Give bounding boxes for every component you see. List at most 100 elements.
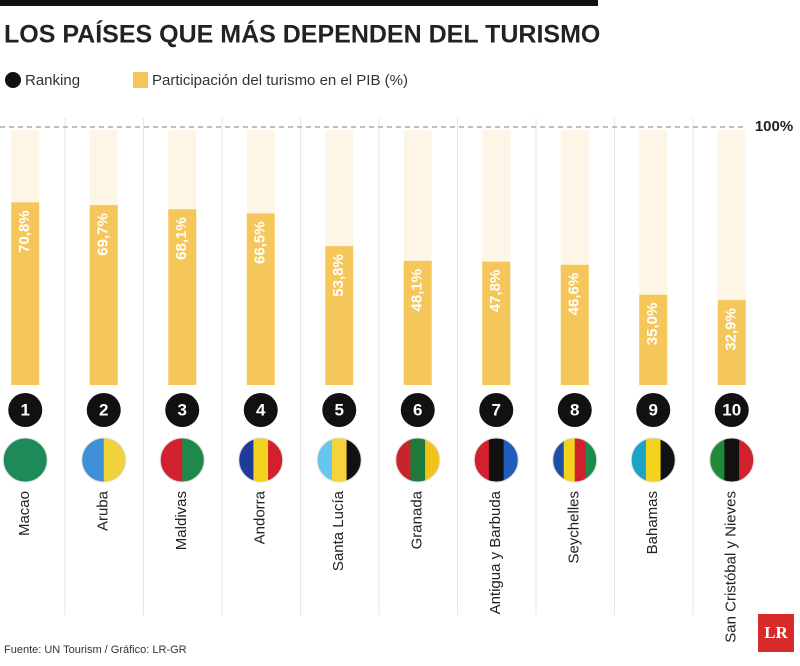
flag-stripe (253, 438, 269, 482)
bar (246, 213, 275, 385)
flag-rim (709, 437, 755, 483)
rank-badge (636, 393, 671, 427)
value-label: 68,1% (173, 217, 190, 260)
rank-label: 5 (335, 400, 344, 419)
flag-stripe (410, 438, 426, 482)
bar (560, 264, 589, 385)
flag (160, 438, 205, 482)
value-label: 66,5% (252, 221, 269, 264)
flag-stripe (724, 438, 740, 482)
title-rule (0, 0, 598, 6)
flag-stripe (552, 438, 565, 482)
flag-rim (473, 437, 519, 483)
bar (717, 300, 746, 385)
legend-swatch (133, 72, 148, 88)
value-label: 48,1% (409, 269, 426, 312)
rank-label: 2 (99, 400, 108, 419)
rank-badge (243, 393, 278, 427)
flag-stripe (395, 438, 411, 482)
bar (168, 209, 197, 385)
flag-rim (630, 437, 676, 483)
x-tick-label: Maldivas (173, 491, 190, 550)
flag-stripe (660, 438, 676, 482)
rank-badge (86, 393, 121, 427)
flag-stripe (346, 438, 362, 482)
flag (395, 438, 440, 482)
x-tick-label: San Cristóbal y Nieves (723, 491, 740, 643)
flag-stripe (317, 438, 333, 482)
flag-stripe (103, 438, 126, 482)
bar (639, 294, 668, 385)
logo: LR (764, 623, 788, 642)
rank-label: 7 (492, 400, 501, 419)
x-tick-label: Andorra (252, 490, 269, 544)
rank-badge (557, 393, 592, 427)
x-tick-label: Granada (409, 490, 426, 549)
flag (317, 438, 362, 482)
flag-rim (552, 437, 598, 483)
flag-stripe (81, 438, 105, 482)
flag (81, 438, 126, 482)
x-tick-label: Macao (16, 491, 33, 536)
flag-stripe (739, 438, 754, 482)
flag (3, 438, 48, 482)
x-tick-label: Antigua y Barbuda (487, 490, 504, 614)
value-label: 46,6% (566, 273, 583, 316)
flag-stripe (503, 438, 519, 482)
flag-stripe (3, 438, 48, 482)
legend-label: Ranking (25, 72, 80, 89)
flag-stripe (160, 438, 183, 482)
logo-box (758, 614, 794, 652)
rank-label: 6 (413, 400, 422, 419)
flag-stripe (488, 438, 505, 482)
flag-stripe (709, 438, 725, 482)
x-tick-label: Bahamas (644, 491, 661, 554)
rank-label: 10 (722, 400, 741, 419)
flag-stripe (631, 438, 647, 482)
value-label: 32,9% (723, 308, 740, 351)
rank-badge (479, 393, 514, 427)
flag-rim (159, 437, 205, 483)
flag-rim (316, 437, 362, 483)
rank-badge (165, 393, 200, 427)
flag (709, 438, 754, 482)
bar (89, 205, 118, 385)
flag-stripe (425, 438, 440, 482)
rank-badge (8, 393, 43, 427)
reference-label: 100% (755, 118, 793, 135)
rank-label: 4 (256, 400, 266, 419)
rank-badge (322, 393, 357, 427)
x-tick-label: Santa Lucía (330, 490, 347, 571)
rank-label: 1 (21, 400, 30, 419)
flag-stripe (182, 438, 205, 482)
x-tick-label: Seychelles (566, 491, 583, 564)
flag-rim (81, 437, 127, 483)
value-label: 70,8% (16, 210, 33, 253)
flag-stripe (585, 438, 597, 482)
flag-rim (238, 437, 284, 483)
flag-stripe (645, 438, 662, 482)
legend-swatch (5, 72, 21, 88)
rank-label: 3 (178, 400, 187, 419)
flag (238, 438, 283, 482)
x-tick-label: Aruba (95, 490, 112, 531)
rank-badge (714, 393, 749, 427)
bar (403, 260, 432, 385)
rank-label: 8 (570, 400, 579, 419)
value-label: 53,8% (330, 254, 347, 297)
flag-stripe (268, 438, 283, 482)
flag (631, 438, 676, 482)
flag (474, 438, 519, 482)
flag-stripe (474, 438, 490, 482)
flag-stripe (574, 438, 587, 482)
legend-label: Participación del turismo en el PIB (%) (152, 72, 408, 89)
rank-badge (400, 393, 435, 427)
flag-rim (2, 437, 48, 483)
source: Fuente: UN Tourism / Gráfico: LR-GR (4, 644, 187, 656)
flag-rim (395, 437, 441, 483)
flag-stripe (238, 438, 254, 482)
flag (552, 438, 597, 482)
rank-label: 9 (649, 400, 658, 419)
flag-stripe (331, 438, 348, 482)
bar (11, 202, 40, 385)
